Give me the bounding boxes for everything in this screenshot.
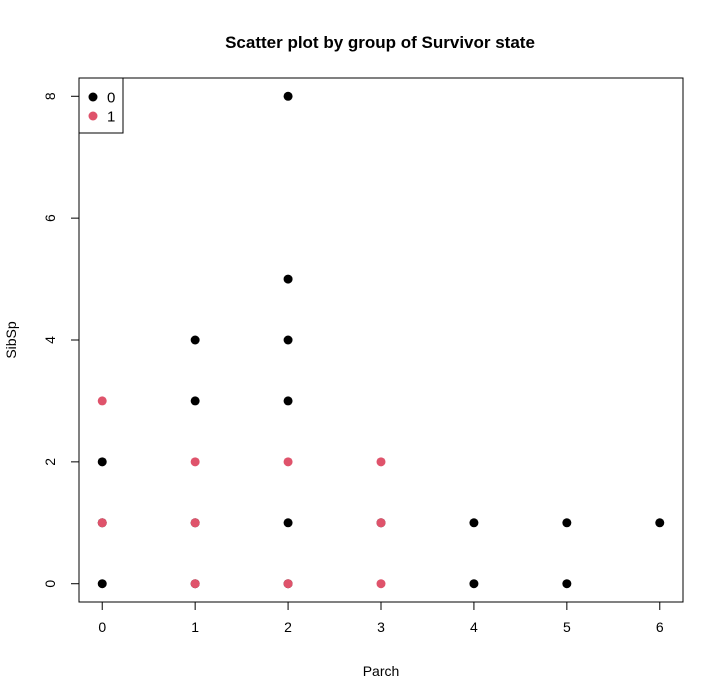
data-point-series-0 — [283, 274, 293, 284]
legend-marker-1 — [88, 111, 98, 121]
data-point-series-0 — [562, 579, 572, 589]
y-tick-label: 6 — [42, 214, 58, 222]
x-tick-label: 6 — [656, 619, 664, 635]
data-point-series-0 — [283, 396, 293, 406]
data-point-series-1 — [283, 457, 293, 467]
y-tick-label: 0 — [42, 580, 58, 588]
data-point-series-0 — [469, 518, 479, 528]
legend-label-1: 1 — [107, 109, 115, 126]
data-point-series-1 — [376, 518, 386, 528]
data-point-series-0 — [190, 335, 200, 345]
x-axis: 0 1 2 3 4 5 6 — [98, 601, 664, 635]
x-tick-label: 0 — [98, 619, 106, 635]
data-point-series-0 — [283, 518, 293, 528]
data-point-series-0 — [97, 457, 107, 467]
data-point-series-1 — [376, 457, 386, 467]
x-tick-label: 5 — [563, 619, 571, 635]
data-point-series-1 — [376, 579, 386, 589]
data-point-series-0 — [283, 91, 293, 101]
x-tick-label: 4 — [470, 619, 478, 635]
data-point-series-0 — [283, 335, 293, 345]
data-point-series-0 — [190, 396, 200, 406]
data-point-series-0 — [97, 579, 107, 589]
x-axis-label: Parch — [363, 663, 400, 679]
y-tick-label: 4 — [42, 336, 58, 344]
x-tick-label: 2 — [284, 619, 292, 635]
y-axis: 0 2 4 6 8 — [42, 92, 80, 588]
data-point-series-1 — [283, 579, 293, 589]
data-point-series-1 — [190, 518, 200, 528]
legend-marker-0 — [88, 92, 98, 102]
y-tick-label: 8 — [42, 92, 58, 100]
legend: 01 — [78, 77, 124, 134]
legend-box — [78, 77, 124, 134]
data-points — [97, 91, 665, 589]
data-point-series-1 — [97, 396, 107, 406]
data-point-series-1 — [190, 457, 200, 467]
legend-label-0: 0 — [107, 90, 115, 107]
data-point-series-0 — [562, 518, 572, 528]
y-axis-label: SibSp — [3, 321, 19, 359]
data-point-series-1 — [97, 518, 107, 528]
data-point-series-1 — [190, 579, 200, 589]
y-tick-label: 2 — [42, 458, 58, 466]
data-point-series-0 — [469, 579, 479, 589]
x-tick-label: 1 — [191, 619, 199, 635]
x-tick-label: 3 — [377, 619, 385, 635]
chart-title: Scatter plot by group of Survivor state — [225, 33, 535, 52]
data-point-series-0 — [655, 518, 665, 528]
